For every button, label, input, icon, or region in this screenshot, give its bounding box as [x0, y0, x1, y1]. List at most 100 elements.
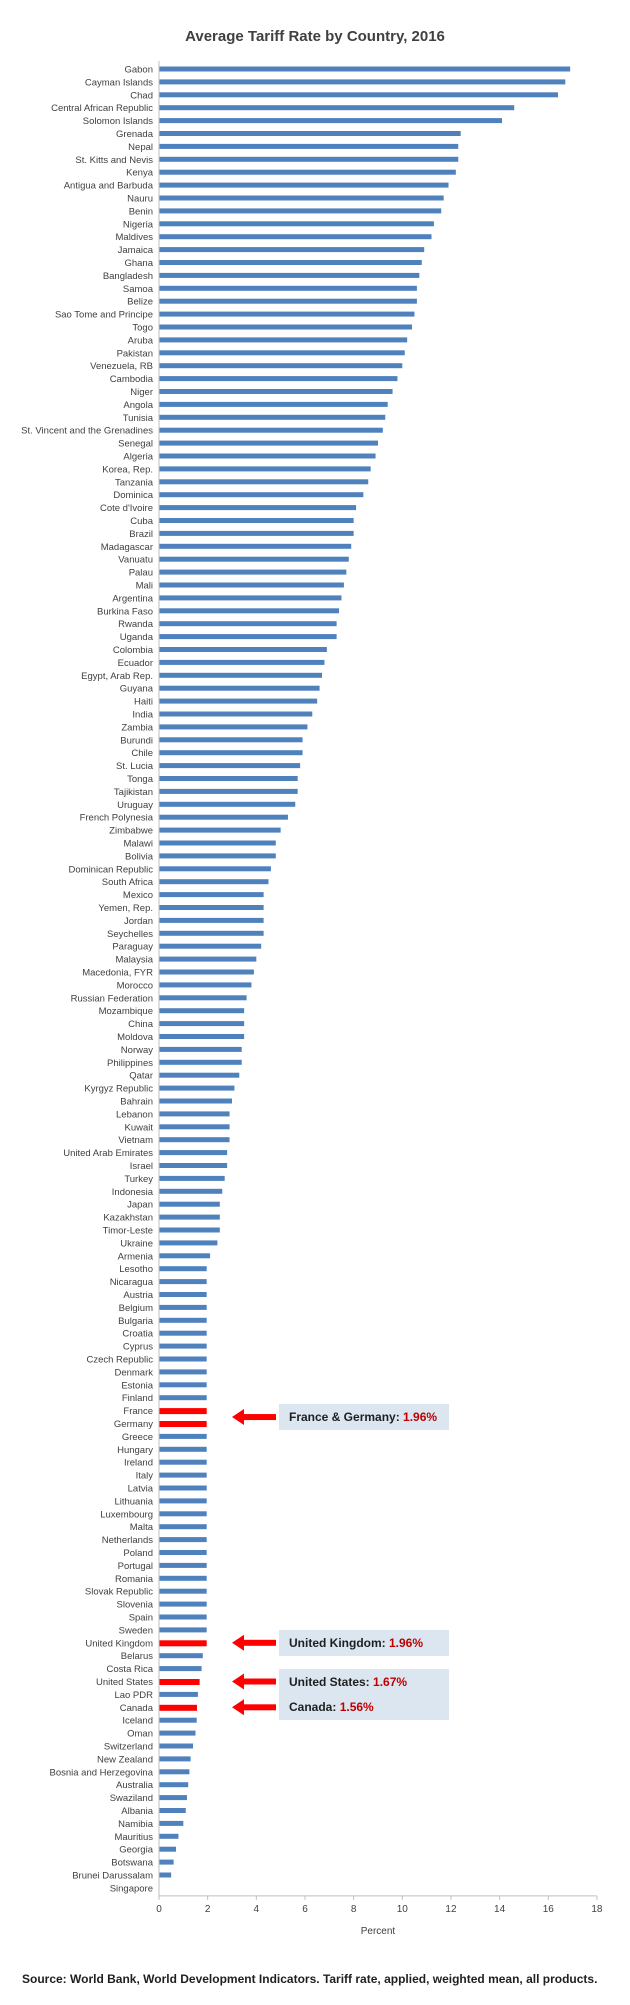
bar [159, 492, 364, 498]
category-label: Korea, Rep. [102, 464, 153, 475]
x-tick-label: 2 [205, 1904, 211, 1915]
bar [159, 247, 425, 253]
bar [159, 1201, 220, 1207]
x-axis-label: Percent [361, 1926, 396, 1937]
category-label: Chad [130, 90, 153, 101]
bar [159, 1188, 223, 1194]
bar [159, 1537, 207, 1543]
annotation-value: 1.96% [388, 1635, 424, 1650]
category-label: Dominican Republic [69, 864, 154, 875]
bar [159, 1704, 197, 1711]
category-label: Kazakhstan [103, 1213, 153, 1224]
category-label: Argentina [112, 593, 153, 604]
x-tick-label: 14 [494, 1904, 506, 1915]
bar [159, 182, 449, 188]
category-label: Japan [127, 1200, 153, 1211]
category-label: Estonia [121, 1380, 153, 1391]
category-label: Madagascar [101, 542, 153, 553]
category-label: Nigeria [123, 219, 154, 230]
category-label: Italy [136, 1471, 154, 1482]
bar [159, 337, 408, 343]
bar [159, 1550, 207, 1555]
category-label: Bahrain [120, 1097, 153, 1108]
bar [159, 1266, 207, 1272]
category-label: Armenia [118, 1251, 154, 1262]
bar [159, 376, 398, 382]
bar [159, 1588, 207, 1594]
arrow-icon [242, 1704, 276, 1711]
bar [159, 1640, 207, 1647]
annotation-value: 1.96% [403, 1410, 438, 1425]
bar [159, 1317, 207, 1323]
bar [159, 195, 444, 201]
category-label: Mexico [123, 890, 153, 901]
bar [159, 518, 354, 523]
arrow-head-icon [232, 1699, 244, 1716]
bar [159, 621, 337, 627]
x-tick-label: 18 [591, 1904, 603, 1915]
bar [159, 659, 325, 665]
bar [159, 569, 347, 575]
bar [159, 1124, 230, 1130]
x-tick-label: 0 [156, 1904, 162, 1915]
bar [159, 1717, 197, 1723]
category-label: Ireland [124, 1458, 153, 1469]
category-label: Albania [121, 1806, 153, 1817]
bar [159, 1524, 207, 1530]
category-label: Bulgaria [118, 1316, 154, 1327]
category-label: Bosnia and Herzegovina [49, 1767, 153, 1778]
category-label: Belgium [119, 1303, 153, 1314]
annotation-label: United States: [289, 1674, 374, 1689]
category-label: Ecuador [118, 658, 153, 669]
category-label: Rwanda [118, 619, 154, 630]
bar [159, 892, 264, 898]
category-label: Finland [122, 1393, 153, 1404]
category-label: Germany [114, 1419, 153, 1430]
bar [159, 1459, 207, 1465]
category-label: Slovenia [117, 1600, 154, 1611]
bar [159, 1446, 207, 1452]
bar [159, 1421, 207, 1427]
arrow-icon [242, 1414, 276, 1421]
category-label: Vietnam [118, 1135, 153, 1146]
bar [159, 453, 376, 459]
bar [159, 840, 276, 846]
category-label: Venezuela, RB [90, 361, 153, 372]
category-label: India [132, 710, 153, 721]
bar [159, 285, 417, 291]
bar [159, 530, 354, 536]
category-label: Greece [122, 1432, 153, 1443]
bar [159, 234, 432, 240]
category-label: Malaysia [116, 955, 154, 966]
category-label: Sao Tome and Principe [55, 310, 153, 321]
category-label: Latvia [128, 1484, 154, 1495]
category-label: Grenada [116, 129, 154, 140]
bar [159, 118, 503, 124]
category-label: Portugal [118, 1561, 153, 1572]
bar [159, 1111, 230, 1117]
bar [159, 208, 442, 214]
bar [159, 1820, 184, 1826]
bar [159, 1485, 207, 1491]
category-label: Hungary [117, 1445, 153, 1456]
category-label: Slovak Republic [85, 1587, 153, 1598]
category-label: Bolivia [125, 851, 154, 862]
bar [159, 1214, 220, 1220]
bar [159, 776, 298, 781]
category-label: New Zealand [97, 1754, 153, 1765]
bar [159, 1575, 207, 1581]
category-label: United Arab Emirates [63, 1148, 153, 1159]
annotation-callout: United Kingdom: 1.96% [279, 1629, 449, 1656]
category-label: Costa Rica [107, 1664, 154, 1675]
category-label: Solomon Islands [83, 116, 153, 127]
bar [159, 866, 271, 872]
category-label: Croatia [122, 1329, 153, 1340]
category-label: Maldives [116, 232, 154, 243]
bar [159, 827, 281, 833]
bar [159, 1304, 207, 1310]
category-label: Tonga [127, 774, 154, 785]
bar [159, 1008, 245, 1014]
bar [159, 1846, 177, 1852]
category-label: Kuwait [124, 1122, 153, 1133]
bar [159, 1072, 240, 1078]
